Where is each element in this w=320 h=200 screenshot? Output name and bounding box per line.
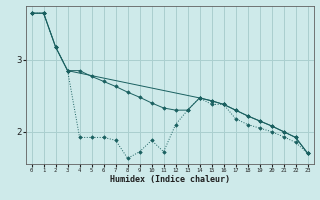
X-axis label: Humidex (Indice chaleur): Humidex (Indice chaleur) — [109, 175, 230, 184]
